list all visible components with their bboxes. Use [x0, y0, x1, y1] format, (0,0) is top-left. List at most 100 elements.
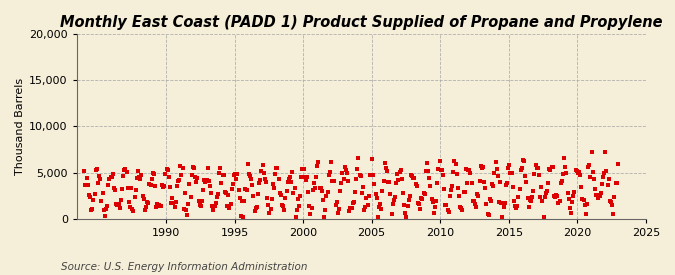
Point	[488, 183, 499, 188]
Point	[558, 172, 568, 176]
Point	[537, 198, 548, 203]
Point	[566, 211, 576, 215]
Point	[370, 192, 381, 197]
Point	[310, 175, 321, 179]
Point	[170, 200, 181, 204]
Point	[530, 163, 541, 168]
Point	[340, 165, 350, 169]
Point	[254, 181, 265, 185]
Point	[265, 207, 276, 211]
Point	[183, 202, 194, 206]
Point	[384, 180, 395, 184]
Point	[327, 179, 338, 183]
Point	[578, 198, 589, 202]
Point	[244, 172, 254, 176]
Point	[211, 194, 222, 199]
Point	[247, 183, 258, 187]
Point	[595, 191, 606, 195]
Point	[337, 171, 348, 175]
Point	[443, 210, 454, 214]
Point	[151, 205, 161, 209]
Point	[94, 174, 105, 178]
Point	[601, 169, 612, 173]
Point	[541, 189, 552, 193]
Point	[90, 167, 101, 172]
Point	[248, 194, 259, 199]
Point	[422, 161, 433, 165]
Point	[593, 196, 604, 200]
Point	[394, 170, 405, 174]
Point	[452, 186, 463, 190]
Point	[236, 199, 247, 204]
Point	[577, 197, 588, 202]
Point	[185, 195, 196, 199]
Point	[103, 183, 113, 188]
Point	[377, 189, 388, 193]
Point	[526, 199, 537, 203]
Point	[137, 194, 148, 198]
Point	[92, 180, 103, 185]
Point	[447, 183, 458, 188]
Point	[176, 172, 187, 177]
Point	[590, 186, 601, 191]
Point	[534, 173, 545, 177]
Point	[559, 156, 570, 160]
Point	[516, 166, 527, 170]
Point	[315, 186, 326, 191]
Point	[275, 193, 286, 197]
Point	[251, 205, 262, 209]
Point	[391, 180, 402, 185]
Point	[242, 162, 253, 166]
Point	[210, 201, 221, 205]
Point	[371, 196, 382, 200]
Point	[521, 180, 532, 184]
Point	[84, 194, 95, 199]
Point	[576, 184, 587, 189]
Point	[328, 179, 339, 183]
Point	[161, 167, 172, 172]
Point	[398, 191, 408, 196]
Point	[165, 201, 176, 205]
Point	[454, 194, 464, 199]
Point	[564, 197, 574, 202]
Point	[404, 194, 415, 198]
Point	[180, 208, 191, 212]
Point	[408, 175, 418, 180]
Point	[348, 201, 358, 205]
Point	[110, 188, 121, 192]
Point	[582, 202, 593, 206]
Point	[570, 168, 581, 172]
Point	[396, 177, 407, 182]
Point	[465, 171, 476, 175]
Point	[208, 208, 219, 212]
Point	[500, 183, 511, 187]
Point	[298, 167, 309, 172]
Point	[549, 193, 560, 198]
Point	[206, 190, 217, 195]
Point	[285, 175, 296, 179]
Point	[162, 168, 173, 172]
Point	[223, 192, 234, 197]
Point	[431, 199, 441, 204]
Point	[160, 172, 171, 176]
Point	[580, 212, 591, 217]
Point	[230, 172, 240, 176]
Point	[535, 194, 545, 199]
Point	[250, 206, 261, 210]
Point	[165, 185, 176, 189]
Point	[207, 204, 217, 208]
Point	[101, 206, 111, 211]
Point	[167, 196, 178, 200]
Point	[127, 207, 138, 211]
Point	[360, 205, 371, 209]
Point	[125, 204, 136, 209]
Point	[173, 178, 184, 183]
Point	[584, 163, 595, 167]
Point	[592, 192, 603, 197]
Point	[122, 186, 133, 190]
Point	[458, 189, 469, 194]
Point	[594, 193, 605, 198]
Point	[267, 182, 278, 186]
Point	[257, 163, 268, 167]
Point	[456, 205, 466, 210]
